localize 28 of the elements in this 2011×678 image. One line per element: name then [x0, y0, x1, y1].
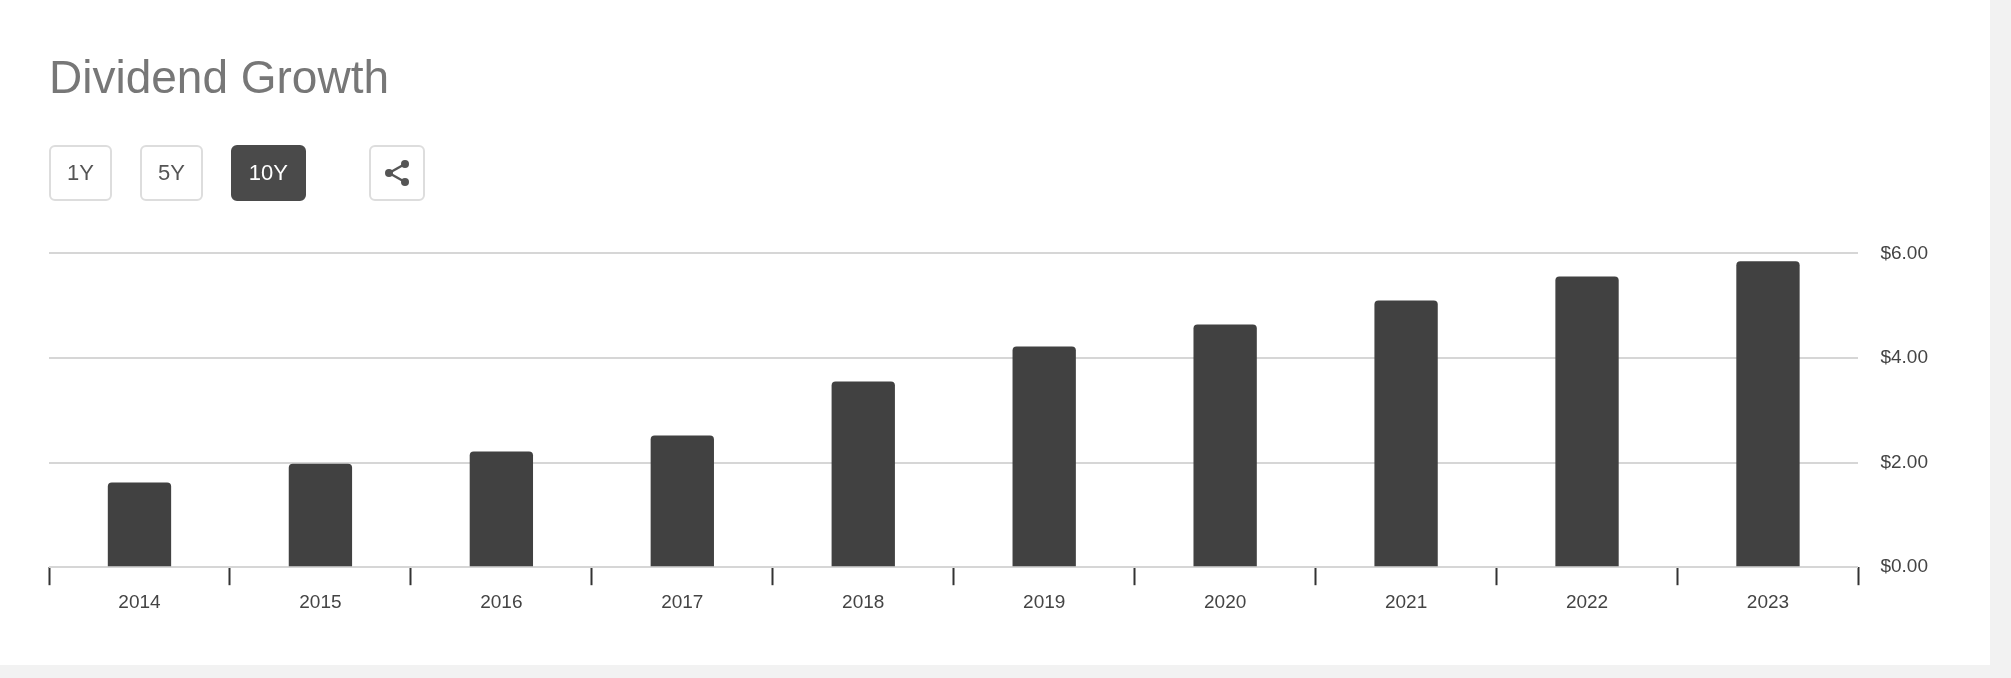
x-tick-label: 2016: [480, 590, 523, 612]
y-tick-label: $6.00: [1880, 241, 1928, 263]
x-tick-label: 2014: [118, 590, 162, 612]
text: 5Y: [139, 145, 203, 201]
x-tick-label: 2020: [1204, 590, 1247, 612]
bar: [831, 381, 895, 567]
x-tick-label: 2021: [1384, 590, 1428, 612]
bar: [650, 435, 714, 567]
bar: [1736, 261, 1800, 567]
bar: [469, 451, 534, 567]
bar: [1012, 346, 1076, 567]
bar: [288, 463, 353, 567]
chart-title: Dividend Growth: [49, 50, 390, 104]
bar: [1374, 300, 1438, 567]
y-tick-label: $0.00: [1880, 555, 1928, 577]
x-tick-label: 2015: [299, 590, 342, 612]
x-tick-label: 2023: [1746, 590, 1790, 612]
x-tick-label: 2019: [1023, 590, 1066, 612]
text: 1Y: [49, 145, 112, 201]
x-tick-label: 2022: [1565, 590, 1609, 612]
x-tick-label: 2018: [842, 590, 885, 612]
text: 10Y: [230, 145, 306, 201]
y-tick-label: $4.00: [1880, 346, 1928, 368]
bar: [1193, 324, 1257, 567]
bar: [1555, 276, 1619, 567]
y-tick-label: $2.00: [1880, 450, 1928, 472]
x-tick-label: 2017: [661, 590, 704, 612]
bar: [107, 482, 172, 567]
